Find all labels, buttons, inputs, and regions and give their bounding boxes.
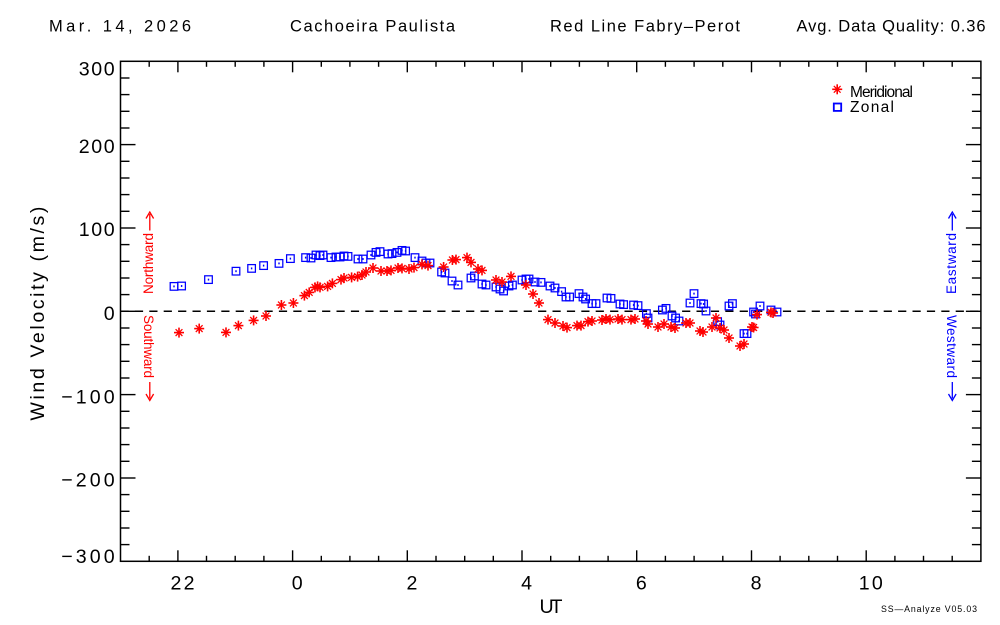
svg-text:Eastward: Eastward xyxy=(944,233,959,294)
svg-text:100: 100 xyxy=(79,219,115,241)
svg-text:4: 4 xyxy=(521,573,532,595)
svg-text:Northward: Northward xyxy=(141,233,156,294)
svg-text:SS—Analyze V05.03: SS—Analyze V05.03 xyxy=(881,604,977,614)
svg-text:300: 300 xyxy=(79,58,115,80)
svg-text:UT: UT xyxy=(540,596,563,618)
svg-text:0: 0 xyxy=(104,303,115,325)
svg-text:6: 6 xyxy=(636,573,647,595)
svg-text:Meridional: Meridional xyxy=(850,84,913,101)
svg-text:200: 200 xyxy=(79,136,115,158)
svg-text:Avg. Data Quality: 0.36: Avg. Data Quality: 0.36 xyxy=(797,18,986,36)
svg-text:Mar. 14, 2026: Mar. 14, 2026 xyxy=(49,18,191,36)
svg-text:Wind Velocity (m/s): Wind Velocity (m/s) xyxy=(27,207,49,421)
svg-text:0: 0 xyxy=(292,573,303,595)
svg-text:2: 2 xyxy=(406,573,417,595)
svg-text:Cachoeira Paulista: Cachoeira Paulista xyxy=(290,18,456,36)
svg-text:Zonal: Zonal xyxy=(850,99,894,116)
svg-text:8: 8 xyxy=(751,573,762,595)
svg-text:Red Line Fabry–Perot: Red Line Fabry–Perot xyxy=(550,18,740,36)
svg-text:Westward: Westward xyxy=(944,315,959,378)
svg-text:Southward: Southward xyxy=(141,315,156,378)
